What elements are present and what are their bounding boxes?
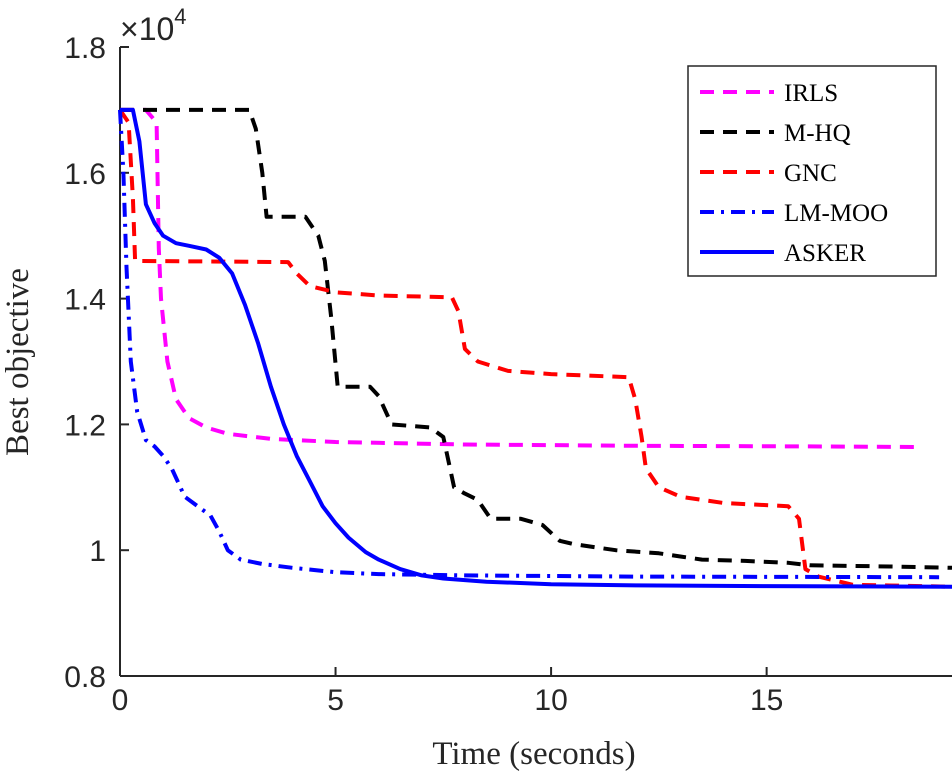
x-tick-label: 10 (534, 684, 567, 717)
legend: IRLS M-HQ GNC LM-MOO ASKER (687, 65, 937, 277)
legend-label-lm-moo: LM-MOO (784, 200, 888, 227)
series-layer (118, 107, 952, 589)
x-axis-label: Time (seconds) (432, 736, 635, 772)
y-multiplier: ×104 (120, 4, 187, 47)
series-line-irls (120, 107, 918, 449)
legend-label-irls: IRLS (784, 80, 838, 107)
x-tick-label: 0 (112, 684, 129, 717)
y-tick-label: 0.8 (64, 661, 106, 694)
axes (119, 47, 952, 677)
y-tick-label: 1.6 (64, 158, 106, 191)
y-tick-label: 1 (89, 535, 106, 568)
y-ticks: 0.8 1 1.2 1.4 1.6 1.8 (64, 32, 129, 694)
series-line-m-hq (120, 107, 952, 570)
legend-label-m-hq: M-HQ (784, 120, 851, 147)
legend-label-gnc: GNC (784, 160, 837, 187)
y-tick-label: 1.2 (64, 409, 106, 442)
y-axis-label: Best objective (0, 268, 36, 456)
x-tick-label: 15 (750, 684, 783, 717)
y-multiplier-base: ×10 (120, 11, 174, 47)
legend-label-asker: ASKER (784, 240, 866, 267)
y-tick-label: 1.4 (64, 284, 106, 317)
x-ticks: 0 5 10 15 (112, 667, 783, 717)
y-multiplier-exponent: 4 (174, 4, 186, 29)
series-line-lm-moo (118, 109, 940, 580)
x-tick-label: 5 (327, 684, 344, 717)
series-line-asker (120, 107, 952, 589)
y-tick-label: 1.8 (64, 32, 106, 65)
series-line-gnc (118, 108, 952, 589)
